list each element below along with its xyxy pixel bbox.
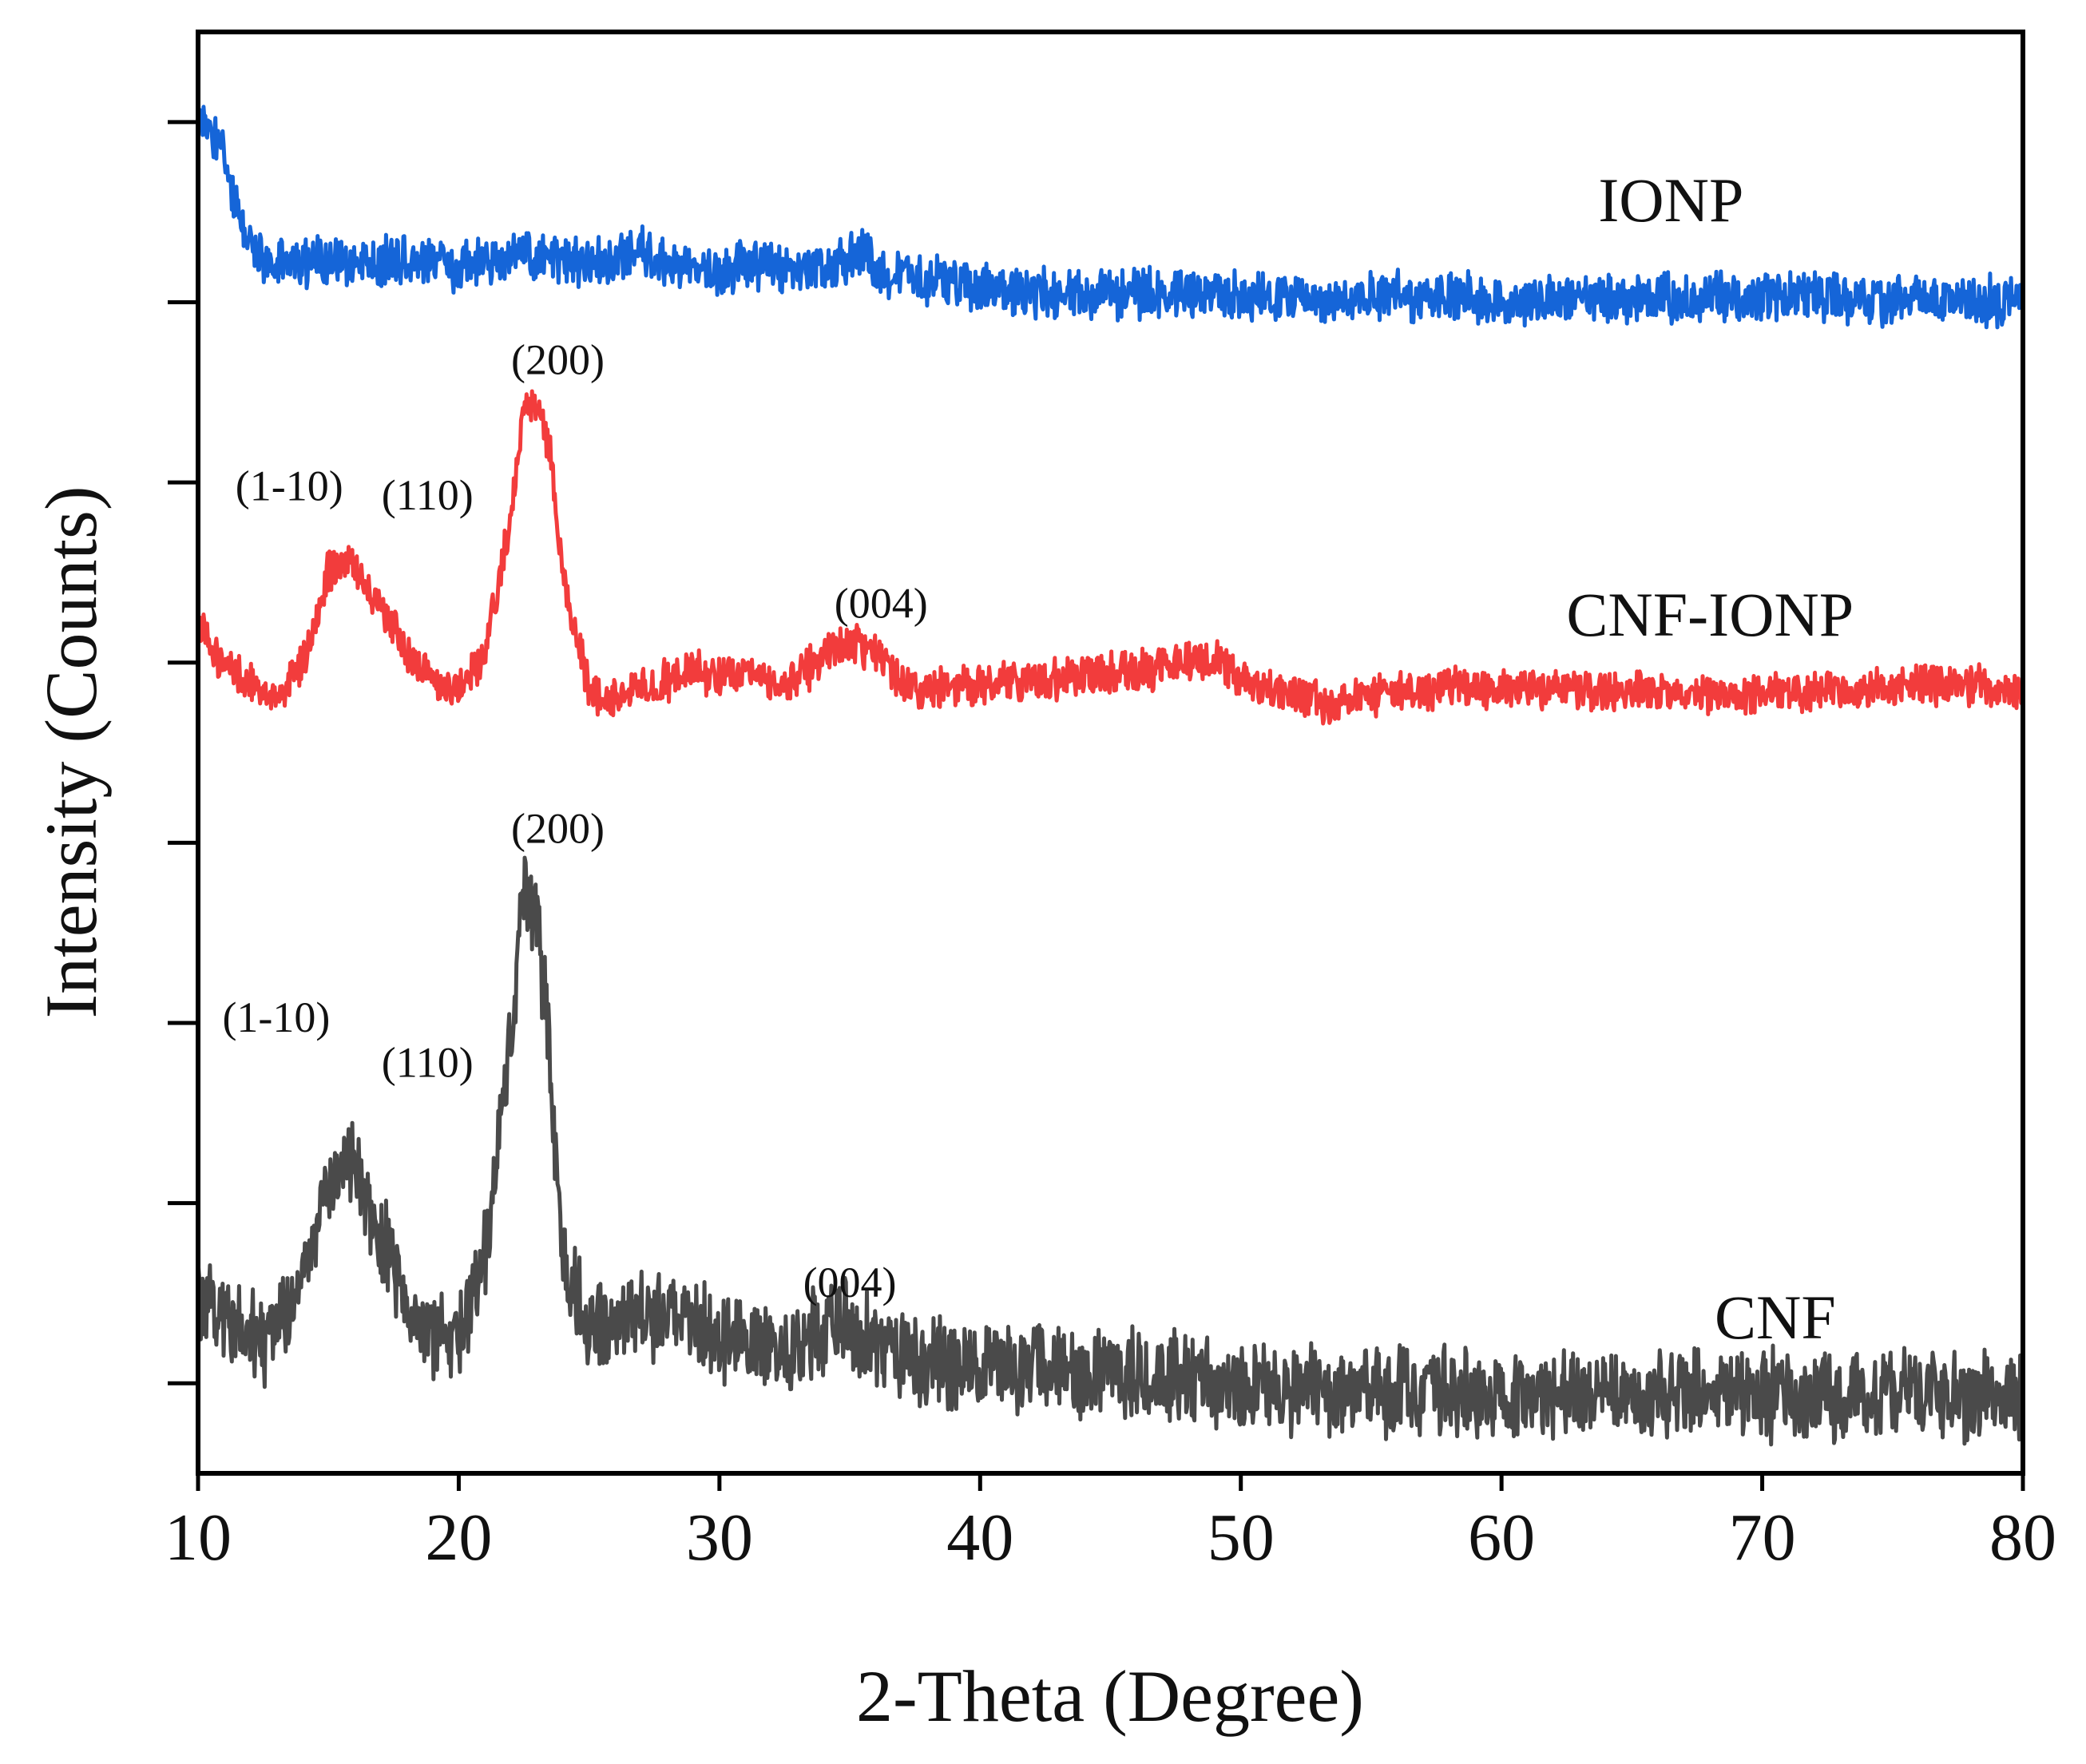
plot-frame [196,30,2025,1476]
peak-label: (110) [382,471,474,519]
peak-label: (1-10) [236,462,343,510]
annotation-layer: IONP CNF-IONP CNF (200) (1-10) (110) (004) (200… [222,165,1854,1352]
peak-label: (1-10) [222,993,330,1041]
x-tick-label: 50 [1208,1500,1275,1575]
peak-label: (004) [803,1259,897,1306]
series-label: CNF [1715,1282,1836,1352]
series-line-cnf-ionp [196,389,2025,726]
series-label: IONP [1598,165,1743,235]
x-axis-title: 2-Theta (Degree) [856,1655,1364,1737]
x-tick-label: 10 [165,1500,232,1575]
series-line-ionp [196,105,2025,330]
x-tick-label: 20 [425,1500,492,1575]
x-tick-label: 40 [946,1500,1013,1575]
series-label: CNF-IONP [1566,580,1854,649]
x-tick-label: 30 [686,1500,753,1575]
axis-layer: 10 20 30 40 50 60 70 80 [165,120,2056,1575]
peak-label: (004) [835,579,928,627]
x-tick-label: 70 [1729,1500,1796,1575]
x-tick-label: 80 [1989,1500,2056,1575]
series-layer [196,105,2025,1447]
peak-label: (110) [382,1039,474,1087]
series-line-cnf [196,855,2025,1447]
y-axis-title: Intensity (Counts) [30,486,112,1019]
peak-label: (200) [511,336,605,384]
peak-label: (200) [511,804,605,852]
x-tick-label: 60 [1468,1500,1535,1575]
